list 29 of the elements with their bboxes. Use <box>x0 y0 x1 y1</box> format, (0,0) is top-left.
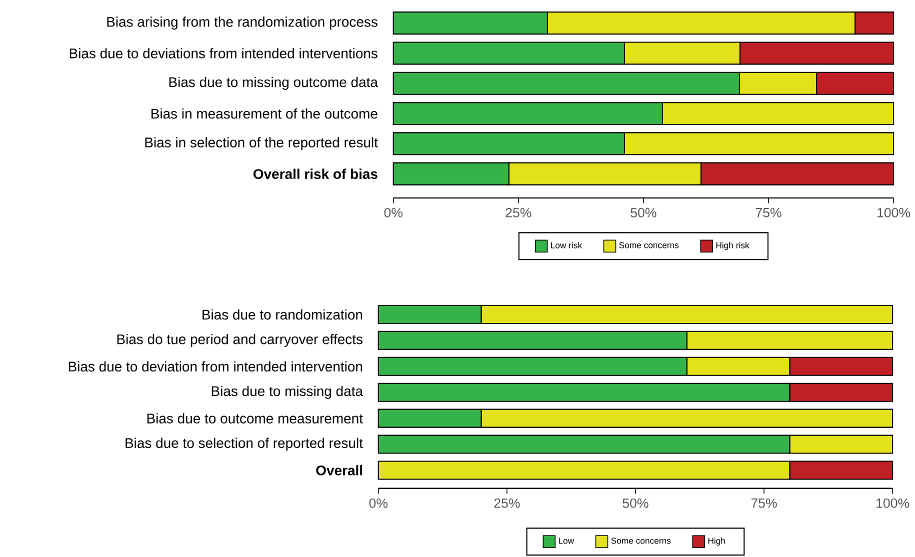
x-tick-label: 0% <box>384 208 403 218</box>
y-tick-label: Overall risk of bias <box>253 168 378 179</box>
x-tick-label: 50% <box>630 208 656 218</box>
legend-label: Some concerns <box>611 538 671 544</box>
x-tick-label: 100% <box>878 208 910 218</box>
x-tick-label: 100% <box>876 498 910 508</box>
legend-label: High risk <box>716 242 750 250</box>
x-tick-label: 25% <box>494 498 520 508</box>
legend-label: Low risk <box>551 242 582 248</box>
y-tick-label: Bias due to missing outcome data <box>169 76 378 90</box>
y-tick-label: Bias in selection of the reported result <box>145 137 378 150</box>
y-tick-label: Bias due to randomization <box>202 309 362 320</box>
legend-label: Some concerns <box>619 242 679 248</box>
y-tick-label: Bias arising from the randomization process <box>107 16 378 30</box>
x-tick-label: 75% <box>751 498 777 508</box>
x-tick-label: 25% <box>506 208 532 218</box>
y-tick-label: Bias due to deviations from intended interventions <box>70 48 378 58</box>
y-tick-label: Overall <box>316 465 362 476</box>
y-tick-label: Bias in measurement of the outcome <box>152 108 378 119</box>
y-tick-label: Bias due to missing data <box>212 386 363 399</box>
legend-label: High <box>708 537 725 546</box>
y-tick-label: Bias due to selection of reported result <box>126 438 363 451</box>
y-tick-label: Bias due to deviation from intended intervention <box>68 361 362 372</box>
x-tick-label: 50% <box>622 498 648 508</box>
y-tick-label: Bias do tue period and carryover effects <box>117 334 362 347</box>
x-tick-label: 75% <box>756 208 782 218</box>
x-tick-label: 0% <box>369 498 388 508</box>
legend-label: Low <box>558 538 574 544</box>
y-tick-label: Bias due to outcome measurement <box>147 413 363 424</box>
